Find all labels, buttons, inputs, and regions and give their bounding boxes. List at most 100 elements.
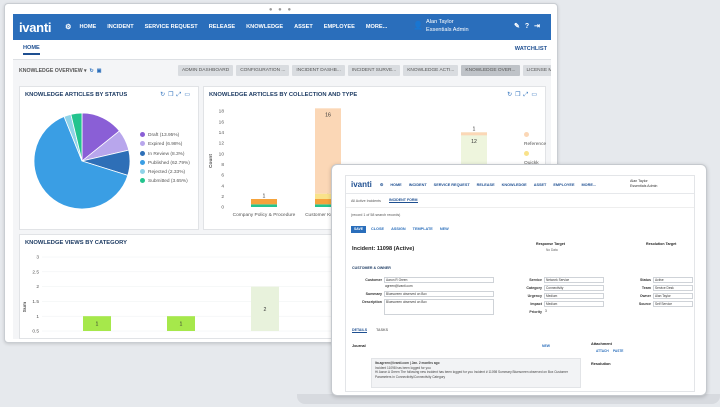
status-select[interactable]: Active [653, 277, 693, 283]
copy-icon[interactable]: ❐ [515, 92, 524, 98]
watchlist-link[interactable]: WATCHLIST [514, 46, 547, 52]
top-icons: ✎?⇥ [514, 22, 545, 30]
nav-service-request[interactable]: SERVICE REQUEST [433, 182, 470, 187]
legend-label: Rejected (2.33%) [148, 170, 186, 176]
window-icon[interactable]: ▭ [531, 92, 540, 98]
chip-incident-survey[interactable]: INCIDENT SURVE... [347, 65, 401, 76]
help-icon[interactable]: ? [524, 23, 535, 30]
tab-tasks[interactable]: TASKS [376, 328, 389, 332]
tab-all-active-incidents[interactable]: All Active Incidents [351, 198, 381, 203]
user-info[interactable]: Alan Taylor Essentials Admin [630, 179, 657, 189]
nav-incident[interactable]: INCIDENT [408, 182, 427, 187]
tab-home[interactable]: HOME [23, 45, 40, 55]
nav-employee[interactable]: EMPLOYEE [553, 182, 575, 187]
customer-label: Customer [365, 278, 382, 282]
user-info[interactable]: Alan Taylor Essentials Admin [426, 18, 469, 34]
nav-incident[interactable]: INCIDENT [107, 24, 134, 30]
response-target-label: Response Target [536, 242, 565, 246]
chip-license-manager[interactable]: LICENSE MANAGER [522, 65, 551, 76]
customer-field[interactable]: Aaron R Green [384, 277, 494, 283]
dashboard-select[interactable]: KNOWLEDGE OVERVIEW ▾ ↻ ▣ [19, 68, 102, 74]
refresh-icon[interactable]: ↻ [160, 92, 169, 98]
nav-release[interactable]: RELEASE [476, 182, 495, 187]
y-tick-label: 3 [36, 255, 39, 261]
pie-slice [33, 115, 129, 210]
legend-swatch [140, 141, 145, 147]
source-select[interactable]: Self Service [653, 301, 693, 307]
attach-button[interactable]: ATTACH [596, 349, 609, 353]
y-tick-label: 6 [221, 173, 224, 179]
refresh-icon[interactable]: ↻ [507, 92, 516, 98]
summary-field[interactable]: Bluescreen observed on Box [384, 291, 494, 297]
tab-details[interactable]: DETAILS [352, 328, 368, 333]
bar-value-label: 12 [471, 139, 477, 145]
copy-icon[interactable]: ❐ [168, 92, 177, 98]
expand-icon[interactable]: ⤢ [176, 92, 185, 98]
user-name: Alan Taylor [630, 179, 648, 183]
nav-home[interactable]: HOME [390, 182, 402, 187]
panel-title: KNOWLEDGE VIEWS BY CATEGORY [25, 240, 127, 246]
chip-configuration[interactable]: CONFIGURATION ... [236, 65, 290, 76]
template-button[interactable]: TEMPLATE [412, 227, 433, 231]
nav-more[interactable]: MORE... [365, 24, 388, 30]
wrench-icon[interactable]: ✎ [513, 23, 525, 30]
customer-owner-section: CUSTOMER & OWNER [352, 266, 391, 270]
resolution-target-label: Resolution Target [646, 242, 677, 246]
bar-segment [315, 199, 341, 205]
category-select[interactable]: Connectivity [544, 285, 604, 291]
legend-item: In Review (8.3%) [140, 150, 190, 159]
new-button[interactable]: NEW [439, 227, 449, 231]
logout-icon[interactable]: ⇥ [534, 23, 545, 30]
gear-icon[interactable]: ⚙ [379, 183, 384, 187]
legend-item: Submitted (3.65%) [140, 177, 190, 186]
layout-icon[interactable]: ▣ [96, 68, 102, 74]
expand-icon[interactable]: ⤢ [523, 92, 532, 98]
bar [251, 286, 279, 331]
source-label: Source [638, 302, 651, 306]
nav-release[interactable]: RELEASE [208, 24, 236, 30]
chip-knowledge-overview[interactable]: KNOWLEDGE OVER... [461, 65, 520, 76]
laptop: ivanti ⚙ HOME INCIDENT SERVICE REQUEST R… [331, 164, 707, 396]
journal-message: lta.agreen@ivanti.com | Jan. 2 months ag… [371, 358, 581, 388]
email-field[interactable]: agreen@ivanti.com [385, 284, 413, 288]
assign-button[interactable]: ASSIGN [391, 227, 406, 231]
nav-asset[interactable]: ASSET [533, 182, 547, 187]
y-tick-label: 0 [221, 205, 224, 211]
save-button[interactable]: SAVE [351, 225, 366, 233]
dashboard-chips: ADMIN DASHBOARD CONFIGURATION ... INCIDE… [178, 65, 551, 76]
priority-value: 3 [545, 309, 547, 313]
bar-segment [251, 204, 277, 207]
service-select[interactable]: Network Service [544, 277, 604, 283]
user-icon[interactable]: 👤 [413, 21, 423, 30]
chip-incident-dashboard[interactable]: INCIDENT DASHB... [292, 65, 345, 76]
tab-incident-form[interactable]: INCIDENT FORM [388, 198, 418, 203]
top-navigation-bar: ivanti ⚙ HOME INCIDENT SERVICE REQUEST R… [13, 14, 551, 40]
journal-new-button[interactable]: NEW [542, 344, 550, 348]
nav-service-request[interactable]: SERVICE REQUEST [144, 24, 198, 30]
impact-select[interactable]: Medium [544, 301, 604, 307]
category-label: Category [526, 286, 542, 290]
urgency-select[interactable]: Medium [544, 293, 604, 299]
nav-knowledge[interactable]: KNOWLEDGE [501, 182, 527, 187]
incident-title: Incident: 11098 (Active) [352, 246, 415, 252]
owner-select[interactable]: Alan Taylor [653, 293, 693, 299]
nav-more[interactable]: MORE... [581, 182, 597, 187]
gear-icon[interactable]: ⚙ [65, 24, 72, 31]
nav-knowledge[interactable]: KNOWLEDGE [246, 24, 284, 30]
chip-knowledge-activity[interactable]: KNOWLEDGE ACTI... [403, 65, 459, 76]
paste-button[interactable]: PASTE [613, 349, 624, 353]
nav-asset[interactable]: ASSET [294, 24, 313, 30]
nav-employee[interactable]: EMPLOYEE [323, 24, 355, 30]
window-icon[interactable]: ▭ [184, 92, 193, 98]
close-button[interactable]: CLOSE [370, 227, 385, 231]
laptop-base [297, 394, 720, 404]
y-tick-label: 14 [219, 130, 225, 136]
nav-home[interactable]: HOME [79, 24, 97, 30]
bar-value-label: 1 [263, 194, 266, 200]
description-field[interactable]: Bluescreen observed on Box [384, 299, 494, 315]
team-select[interactable]: Service Desk [653, 285, 693, 291]
refresh-icon[interactable]: ↻ [89, 68, 94, 74]
detail-tabs: DETAILS TASKS [352, 328, 389, 333]
chip-admin-dashboard[interactable]: ADMIN DASHBOARD [178, 65, 234, 76]
legend-item: Quickk [524, 150, 546, 169]
